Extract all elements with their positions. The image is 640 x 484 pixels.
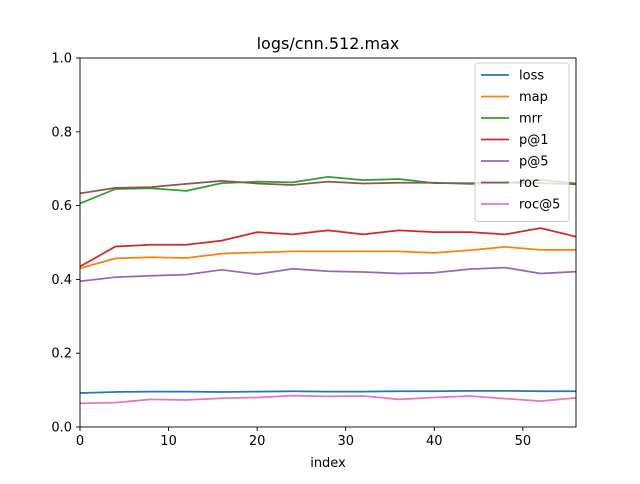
plot-frame xyxy=(79,57,577,428)
chart-title: logs/cnn.512.max xyxy=(257,34,400,53)
series-line-loss xyxy=(80,389,576,394)
legend-entry-label: mrr xyxy=(519,112,543,127)
y-tick-label: 0.0 xyxy=(51,421,72,436)
legend-entry-label: p@5 xyxy=(519,155,549,170)
y-tick-label: 0.8 xyxy=(51,125,72,140)
x-tick-label: 30 xyxy=(337,434,354,449)
y-tick-label: 0.6 xyxy=(51,199,72,214)
legend: loss map mrr p@1 p@5 roc roc@5 xyxy=(474,62,570,222)
legend-entry-label: roc xyxy=(519,176,539,191)
x-axis-label: index xyxy=(310,456,346,471)
x-tick-label: 0 xyxy=(76,434,84,449)
legend-entry-label: roc@5 xyxy=(519,198,560,213)
y-tick-label: 0.2 xyxy=(51,347,72,362)
y-tick-label: 1.0 xyxy=(51,52,72,67)
series-line-p-5 xyxy=(80,266,576,283)
series-line-p-1 xyxy=(80,227,576,268)
x-tick-label: 10 xyxy=(160,434,177,449)
legend-entry-label: map xyxy=(519,90,548,105)
legend-entry-label: p@1 xyxy=(519,133,549,148)
series-line-roc-5 xyxy=(80,394,576,405)
x-tick-label: 20 xyxy=(249,434,266,449)
legend-entry-label: loss xyxy=(519,69,544,84)
series-line-map xyxy=(80,246,576,270)
axes-layer: 0 10 20 30 40 50 0.0 0.2 0.4 0.6 0.8 1.0 xyxy=(51,52,577,449)
x-tick-label: 50 xyxy=(515,434,532,449)
y-tick-label: 0.4 xyxy=(51,273,72,288)
x-tick-label: 40 xyxy=(426,434,443,449)
